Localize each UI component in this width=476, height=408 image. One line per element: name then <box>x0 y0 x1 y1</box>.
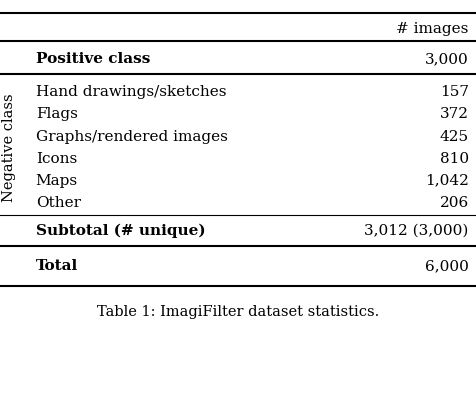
Text: Table 1: ImagiFilter dataset statistics.: Table 1: ImagiFilter dataset statistics. <box>97 305 379 319</box>
Text: 3,012 (3,000): 3,012 (3,000) <box>365 224 469 237</box>
Text: Hand drawings/sketches: Hand drawings/sketches <box>36 85 226 99</box>
Text: Subtotal (# unique): Subtotal (# unique) <box>36 223 205 238</box>
Text: # images: # images <box>397 22 469 35</box>
Text: Maps: Maps <box>36 174 78 188</box>
Text: 206: 206 <box>440 196 469 210</box>
Text: 3,000: 3,000 <box>425 52 469 66</box>
Text: 157: 157 <box>440 85 469 99</box>
Text: Other: Other <box>36 196 81 210</box>
Text: 425: 425 <box>440 130 469 144</box>
Text: Flags: Flags <box>36 107 78 121</box>
Text: 1,042: 1,042 <box>425 174 469 188</box>
Text: 810: 810 <box>440 152 469 166</box>
Text: 6,000: 6,000 <box>425 259 469 273</box>
Text: Icons: Icons <box>36 152 77 166</box>
Text: Negative class: Negative class <box>1 93 16 202</box>
Text: Total: Total <box>36 259 78 273</box>
Text: 372: 372 <box>440 107 469 121</box>
Text: Graphs/rendered images: Graphs/rendered images <box>36 130 228 144</box>
Text: Positive class: Positive class <box>36 52 150 66</box>
